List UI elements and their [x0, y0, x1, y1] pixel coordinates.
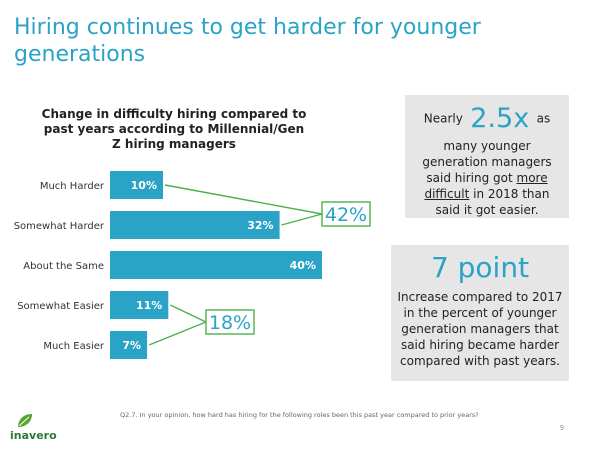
chart-title: Change in difficulty hiring compared to … — [41, 107, 307, 151]
stat-suffix: as — [536, 111, 551, 126]
stat-box-2-5x: Nearly 2.5x as many younger generation m… — [405, 95, 569, 218]
page-title: Hiring continues to get harder for young… — [14, 15, 481, 67]
stat-text-part-a: many younger generation managers said hi… — [422, 139, 552, 185]
stat-box-7-point-text: Increase compared to 2017 in the percent… — [397, 290, 563, 368]
callout-connector — [164, 184, 323, 215]
leaf-icon — [18, 414, 32, 427]
stat-value-7-point: 7 point — [430, 251, 530, 284]
value-label-somewhat-easier: 11% — [136, 299, 162, 312]
stat-box-7-point: 7 point Increase compared to 2017 in the… — [391, 245, 569, 381]
page-number: 9 — [560, 425, 564, 432]
stat-text-part-b: in 2018 than said it got easier. — [435, 187, 550, 217]
category-label-much-easier: Much Easier — [43, 341, 105, 352]
callout-connector — [148, 321, 207, 346]
bar-much-harder — [110, 171, 163, 199]
category-label-somewhat-easier: Somewhat Easier — [17, 301, 105, 312]
bar-much-easier — [110, 331, 148, 359]
callout-box — [205, 309, 255, 335]
inavero-logo: inavero — [10, 413, 60, 443]
category-label-somewhat-harder: Somewhat Harder — [14, 221, 105, 232]
survey-footnote: Q2.7. In your opinion, how hard has hiri… — [120, 411, 479, 419]
stat-text-underlined: more difficult — [424, 171, 548, 201]
value-label-much-harder: 10% — [131, 179, 157, 192]
callout-label: 18% — [209, 312, 251, 334]
category-label-about-the-same: About the Same — [23, 261, 104, 272]
bar-somewhat-easier — [110, 291, 169, 319]
callout-box — [321, 201, 371, 227]
stat-prefix: Nearly — [423, 111, 463, 126]
value-label-somewhat-harder: 32% — [247, 219, 273, 232]
value-label-much-easier: 7% — [122, 339, 141, 352]
bar-somewhat-harder — [110, 211, 280, 239]
value-label-about-the-same: 40% — [290, 259, 316, 272]
callout-label: 42% — [325, 204, 367, 226]
stat-value-2-5x: 2.5x — [470, 103, 530, 134]
bar-about-the-same — [110, 251, 322, 279]
stat-box-2-5x-text: many younger generation managers said hi… — [411, 138, 563, 218]
callout-connector — [169, 304, 207, 323]
logo-text: inavero — [10, 429, 57, 442]
callout-connector — [281, 213, 323, 226]
stat-box-2-5x-headline: Nearly 2.5x as — [405, 103, 569, 134]
difficulty-bar-chart: Much Harder 10% Somewhat Harder 32% About th… — [14, 171, 371, 359]
category-label-much-harder: Much Harder — [40, 181, 105, 192]
